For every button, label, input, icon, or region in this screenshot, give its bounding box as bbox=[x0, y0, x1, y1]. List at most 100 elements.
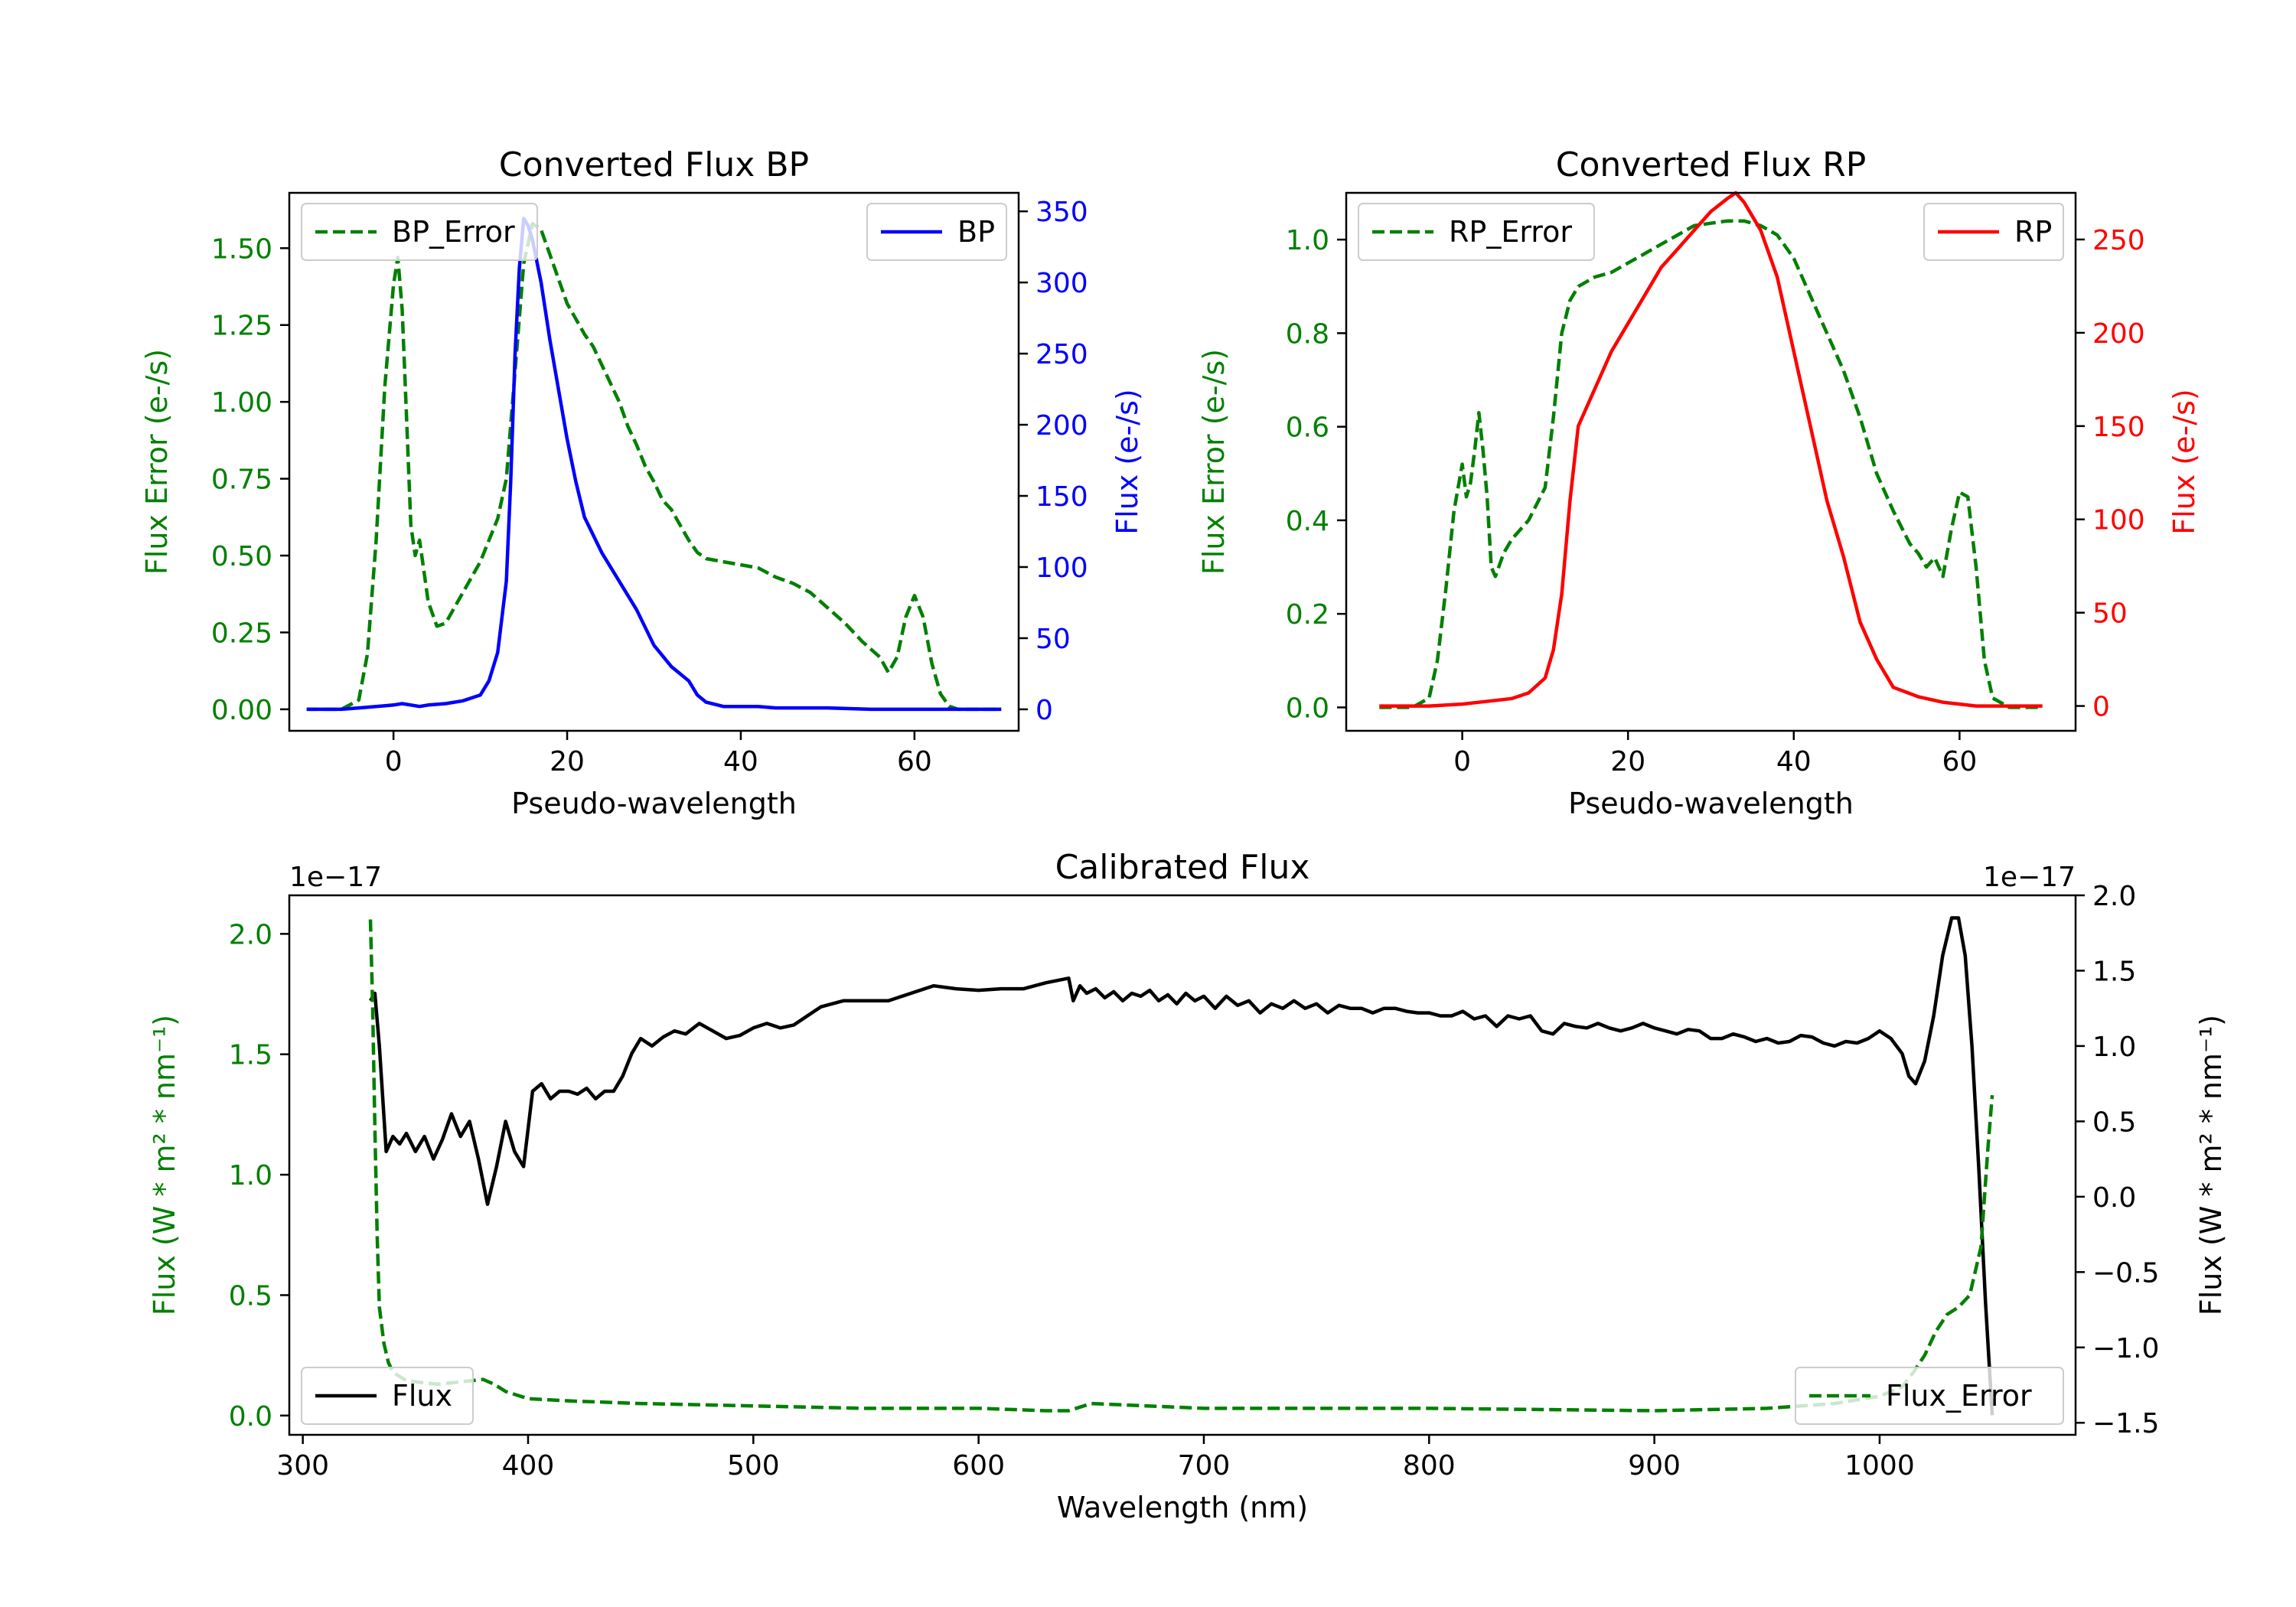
cal-xtick-label: 600 bbox=[952, 1450, 1005, 1482]
bp-xtick-label: 60 bbox=[897, 746, 932, 777]
bp-ylabel-right: Flux (e-/s) bbox=[1110, 389, 1144, 534]
cal-ytick-left-label: 1.5 bbox=[229, 1040, 272, 1071]
bp-ytick-right-label: 50 bbox=[1035, 624, 1071, 655]
rp-ytick-right-label: 50 bbox=[2092, 598, 2128, 630]
rp-xtick-label: 40 bbox=[1776, 746, 1812, 777]
bp-ytick-left-label: 1.50 bbox=[211, 233, 272, 265]
bp-ytick-left-label: 0.00 bbox=[211, 695, 272, 726]
legend-label: RP_Error bbox=[1449, 215, 1572, 249]
legend-box bbox=[301, 203, 538, 261]
bp-ytick-left-label: 0.75 bbox=[211, 464, 272, 496]
cal-ytick-right-label: 2.0 bbox=[2092, 881, 2136, 912]
cal-ytick-right-label: 1.5 bbox=[2092, 956, 2136, 987]
cal-ytick-right-label: −0.5 bbox=[2092, 1257, 2159, 1289]
bp-ytick-left-label: 1.00 bbox=[211, 387, 272, 419]
cal-xtick-label: 300 bbox=[276, 1450, 329, 1482]
bp-ytick-left-label: 0.25 bbox=[211, 618, 272, 649]
cal-ytick-right-label: 0.5 bbox=[2092, 1107, 2136, 1138]
bp-ytick-right-label: 150 bbox=[1035, 481, 1088, 513]
rp-xtick-label: 60 bbox=[1942, 746, 1977, 777]
cal-xtick-label: 1000 bbox=[1844, 1450, 1915, 1482]
legend-label: Flux_Error bbox=[1886, 1379, 2032, 1413]
bp-ytick-left-label: 1.25 bbox=[211, 311, 272, 342]
bp-axes-frame bbox=[288, 191, 1020, 732]
cal-ytick-left-label: 1.0 bbox=[229, 1160, 272, 1191]
bp-ytick-right-label: 250 bbox=[1035, 339, 1088, 370]
rp-ytick-left-label: 0.2 bbox=[1286, 599, 1329, 631]
rp-series-rp bbox=[1379, 191, 2043, 708]
cal-axes-frame bbox=[288, 894, 2077, 1436]
cal-xtick-label: 800 bbox=[1403, 1450, 1456, 1482]
bp-legend-bp: BP bbox=[866, 203, 1007, 261]
cal-ytick-right-label: 0.0 bbox=[2092, 1182, 2136, 1214]
legend-label: RP bbox=[2014, 215, 2052, 249]
rp-ytick-left-label: 0.8 bbox=[1286, 318, 1329, 350]
rp-ytick-left-label: 0.4 bbox=[1286, 506, 1329, 537]
legend-label: BP_Error bbox=[392, 215, 515, 249]
legend-label: Flux bbox=[392, 1379, 452, 1413]
cal-xtick-label: 400 bbox=[502, 1450, 555, 1482]
cal-legend-flux: Flux bbox=[301, 1367, 474, 1425]
bp-title: Converted Flux BP bbox=[499, 145, 809, 184]
cal-offset-left: 1e−17 bbox=[289, 862, 382, 893]
rp-axes-frame bbox=[1345, 191, 2077, 732]
cal-ylabel-left: Flux (W * m² * nm⁻¹) bbox=[148, 1015, 181, 1315]
rp-xtick-label: 0 bbox=[1453, 746, 1471, 777]
bp-xtick-label: 0 bbox=[385, 746, 403, 777]
cal-panel: 300 400 500 600 700 800 900 1000 0.0 0.5 1.0 1.5 2.0… bbox=[148, 848, 2228, 1524]
cal-xtick-label: 900 bbox=[1628, 1450, 1681, 1482]
bp-ytick-right-label: 100 bbox=[1035, 553, 1088, 584]
bp-xlabel: Pseudo-wavelength bbox=[511, 787, 797, 820]
bp-ytick-right-label: 200 bbox=[1035, 410, 1088, 442]
rp-ytick-right-label: 150 bbox=[2092, 412, 2145, 443]
rp-ytick-left-label: 0.6 bbox=[1286, 412, 1329, 444]
bp-xtick-label: 40 bbox=[723, 746, 758, 777]
cal-xtick-label: 500 bbox=[727, 1450, 780, 1482]
panels: 0 20 40 600.000.250.500.751.001.251.5005010… bbox=[140, 145, 2228, 1524]
rp-ytick-right-label: 0 bbox=[2092, 692, 2110, 723]
legend-box bbox=[1358, 203, 1595, 261]
bp-ytick-right-label: 0 bbox=[1035, 695, 1053, 726]
rp-ytick-right-label: 100 bbox=[2092, 505, 2145, 536]
bp-ylabel-left: Flux Error (e-/s) bbox=[140, 349, 174, 575]
cal-ytick-left-label: 2.0 bbox=[229, 919, 272, 950]
cal-ytick-right-label: −1.5 bbox=[2092, 1408, 2159, 1439]
cal-ytick-right-label: −1.0 bbox=[2092, 1333, 2159, 1364]
rp-legend-rp: RP bbox=[1923, 203, 2064, 261]
cal-offset-right: 1e−17 bbox=[1983, 862, 2076, 893]
rp-ytick-right-label: 250 bbox=[2092, 225, 2145, 256]
cal-series-flux bbox=[369, 916, 1994, 1416]
rp-ytick-left-label: 1.0 bbox=[1286, 225, 1329, 256]
rp-xlabel: Pseudo-wavelength bbox=[1568, 787, 1854, 820]
rp-legend-rp-error: RP_Error bbox=[1358, 203, 1595, 261]
bp-series-bp-error bbox=[306, 221, 1002, 712]
bp-ytick-right-label: 300 bbox=[1035, 268, 1088, 299]
rp-xtick-label: 20 bbox=[1610, 746, 1645, 777]
bp-ytick-left-label: 0.50 bbox=[211, 541, 272, 572]
cal-xlabel: Wavelength (nm) bbox=[1057, 1491, 1308, 1524]
cal-title: Calibrated Flux bbox=[1055, 848, 1310, 887]
cal-legend-flux-error: Flux_Error bbox=[1795, 1367, 2064, 1425]
cal-ytick-left-label: 0.5 bbox=[229, 1280, 272, 1312]
rp-panel: 0 20 40 60 0.0 0.2 0.4 0.6 0.8 1.0 0 50 100 150 200 250… bbox=[1197, 145, 2201, 820]
legend-label: BP bbox=[957, 215, 995, 249]
rp-ytick-right-label: 200 bbox=[2092, 318, 2145, 350]
bp-ytick-right-label: 350 bbox=[1035, 197, 1088, 228]
rp-ytick-left-label: 0.0 bbox=[1286, 693, 1329, 724]
bp-xtick-label: 20 bbox=[550, 746, 585, 777]
cal-ytick-right-label: 1.0 bbox=[2092, 1032, 2136, 1063]
rp-ylabel-left: Flux Error (e-/s) bbox=[1197, 349, 1231, 575]
cal-ytick-left-label: 0.0 bbox=[229, 1401, 272, 1433]
bp-panel: 0 20 40 60 0.00 0.25 0.50 0.75 1.00 1.25 1.50 0 50 10… bbox=[140, 145, 1144, 820]
bp-series-bp bbox=[306, 217, 1002, 712]
legend-box bbox=[301, 1367, 474, 1425]
rp-title: Converted Flux RP bbox=[1556, 145, 1867, 184]
cal-ylabel-right: Flux (W * m² * nm⁻¹) bbox=[2194, 1015, 2228, 1315]
rp-series-rp-error bbox=[1379, 219, 2043, 709]
bp-legend-bp-error: BP_Error bbox=[301, 203, 538, 261]
legend-box bbox=[1795, 1367, 2064, 1425]
rp-ylabel-right: Flux (e-/s) bbox=[2167, 389, 2201, 534]
cal-xtick-label: 700 bbox=[1178, 1450, 1231, 1482]
